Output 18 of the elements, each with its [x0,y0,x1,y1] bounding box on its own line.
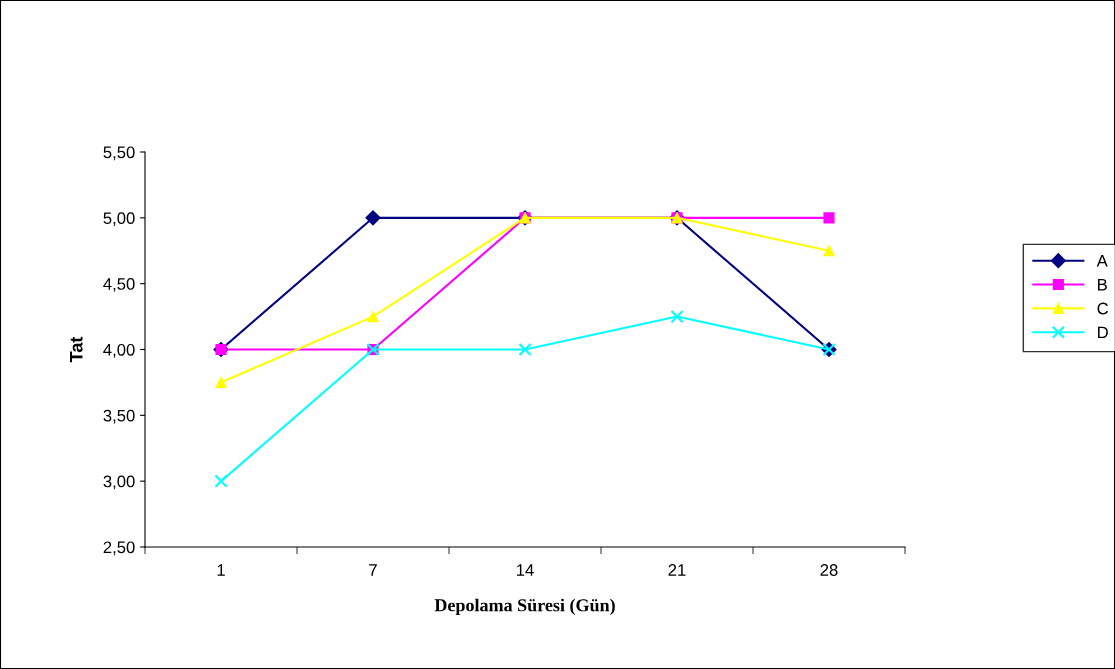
x-tick-label: 7 [369,564,377,576]
y-axis-title: Tat [70,336,83,363]
y-tick-label: 3,50 [103,409,135,424]
legend-label: B [1098,278,1107,291]
legend-label: D [1098,326,1108,339]
y-tick-label: 4,50 [103,278,135,292]
x-tick-label: 21 [668,564,686,576]
x-tick-label: 28 [820,564,838,576]
y-tick-label: 5,00 [103,212,135,227]
x-axis-title: Depolama Süresi (Gün) [434,598,615,616]
y-tick-label: 4,00 [103,343,135,358]
x-tick-label: 14 [517,564,534,576]
legend-label: C [1097,302,1109,315]
y-tick-label: 3,00 [103,475,135,490]
y-tick-label: 2,50 [103,541,135,556]
y-tick-label: 5,50 [103,146,135,161]
legend-label: A [1096,255,1108,267]
x-tick-label: 1 [217,564,225,576]
